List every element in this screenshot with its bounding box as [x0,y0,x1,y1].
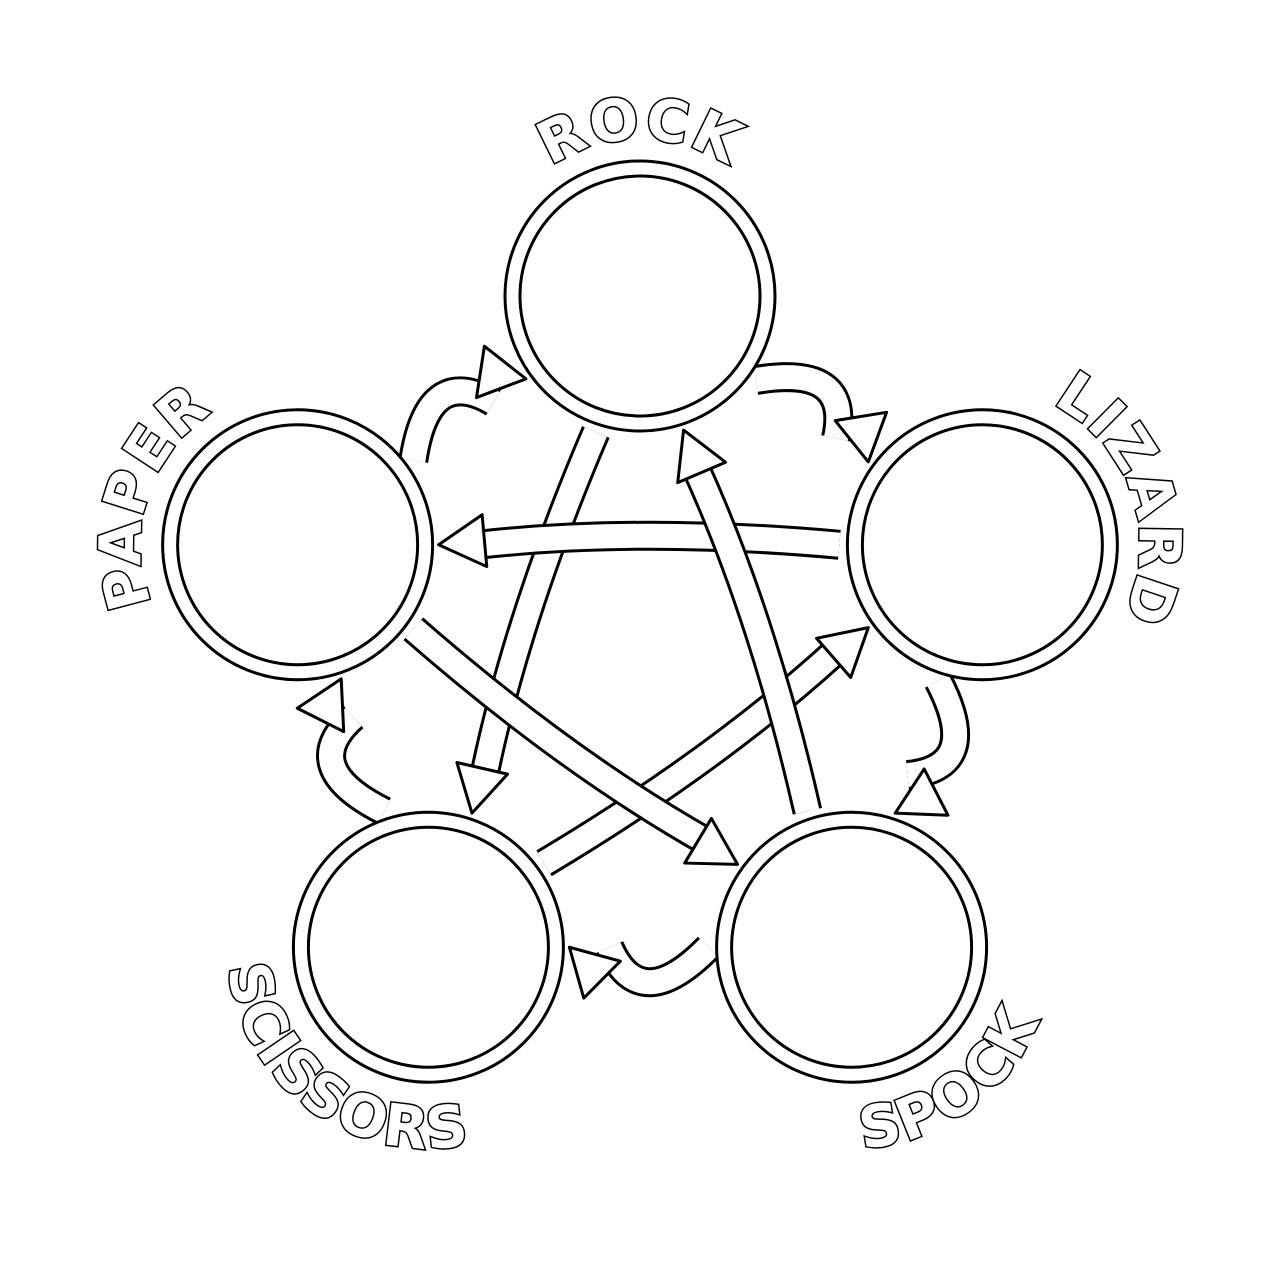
arrow-scissors-to-lizard [536,626,870,877]
arrows-layer [295,344,971,1000]
arrow-shaft [401,379,500,463]
arrow-shaft [472,427,607,778]
arrowhead [683,816,740,866]
arrow-shaft [477,523,841,557]
arrow-scissors-to-paper [295,677,392,825]
node-spock: SPOCK [715,810,1052,1164]
node-ring-inner [860,423,1104,667]
node-ring-outer [845,408,1119,682]
arrowhead [455,761,510,815]
arrow-paper-to-spock [403,617,740,866]
arrowhead [676,428,728,485]
arrowhead [815,626,870,679]
arrow-spock-to-rock [676,428,823,815]
arrow-paper-to-rock [398,344,528,464]
node-scissors: SCISSORS [212,810,565,1165]
arrow-shaft [405,619,712,852]
arrow-lizard-to-spock [893,673,971,817]
arrow-shaft [685,463,820,814]
node-ring-inner [176,423,420,667]
node-ring-outer [291,810,565,1084]
arrow-shaft [537,642,845,874]
node-rock: ROCK [503,82,777,433]
node-ring-inner [730,825,974,1069]
arrow-spock-to-scissors [567,936,720,1000]
arrowhead [437,513,489,569]
arrow-shaft [753,365,851,441]
arrow-rock-to-lizard [753,362,889,464]
arrowhead [295,677,346,734]
arrow-lizard-to-paper [437,513,841,569]
node-ring-inner [518,174,762,418]
node-ring-outer [503,159,777,433]
node-ring-outer [715,810,989,1084]
node-ring-outer [161,408,435,682]
arrow-rock-to-scissors [455,426,610,815]
arrowhead [893,767,950,817]
arrowhead [475,344,528,400]
arrowhead [567,945,622,1000]
node-paper: PAPER [85,368,435,682]
node-lizard: LIZARD [845,356,1193,682]
arrowhead [833,410,889,464]
node-ring-inner [306,825,550,1069]
